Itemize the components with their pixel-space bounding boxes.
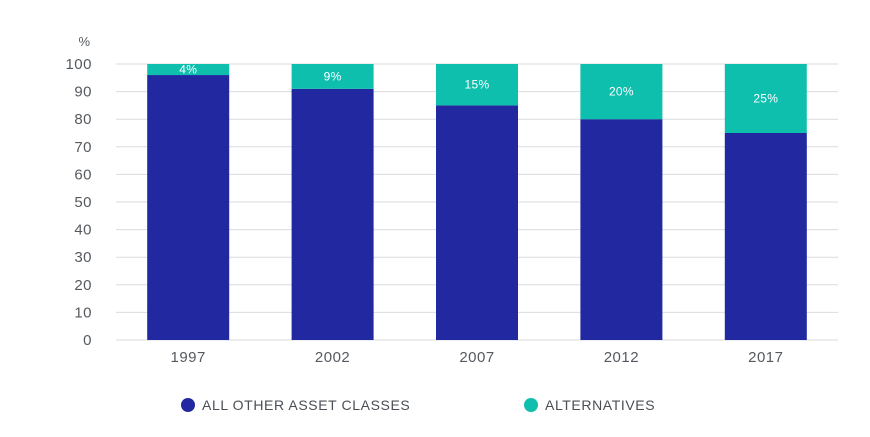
y-axis-ticks: 0 10 20 30 40 50 60 70 80 90 100 bbox=[65, 56, 92, 349]
y-tick-label: 90 bbox=[74, 84, 92, 101]
y-tick-label: 80 bbox=[74, 111, 92, 128]
bar-segment-alternatives bbox=[580, 64, 663, 120]
bar-segment-alternatives bbox=[436, 64, 518, 106]
x-tick-label: 2017 bbox=[748, 349, 783, 366]
legend-swatch bbox=[524, 398, 538, 412]
data-label: 4% bbox=[179, 63, 197, 77]
data-label: 15% bbox=[465, 78, 490, 92]
bar-segment-alternatives bbox=[724, 64, 807, 133]
y-tick-label: 30 bbox=[74, 249, 92, 266]
data-label: 20% bbox=[609, 85, 634, 99]
legend-item-alternatives: ALTERNATIVES bbox=[524, 397, 655, 413]
y-tick-label: 40 bbox=[74, 222, 92, 239]
bar-segment-other-asset-classes bbox=[147, 75, 230, 340]
y-tick-label: 0 bbox=[83, 332, 92, 349]
bar-segment-other-asset-classes bbox=[291, 88, 374, 340]
data-label: 9% bbox=[324, 69, 342, 83]
bar-segment-alternatives bbox=[147, 64, 230, 76]
bar-segment-other-asset-classes bbox=[724, 133, 807, 340]
data-label: 25% bbox=[753, 92, 778, 106]
y-axis-unit-label: % bbox=[78, 34, 90, 49]
y-tick-label: 10 bbox=[74, 304, 92, 321]
x-tick-label: 2002 bbox=[315, 349, 350, 366]
y-tick-label: 50 bbox=[74, 194, 92, 211]
bars: 4% 9% 15% 20% 25% bbox=[147, 63, 807, 341]
y-tick-label: 20 bbox=[74, 277, 92, 294]
bar-segment-other-asset-classes bbox=[436, 105, 518, 341]
x-tick-label: 2012 bbox=[604, 349, 639, 366]
x-axis-ticks: 1997 2002 2007 2012 2017 bbox=[171, 349, 783, 366]
x-tick-label: 1997 bbox=[171, 349, 206, 366]
y-tick-label: 70 bbox=[74, 139, 92, 156]
y-tick-label: 100 bbox=[65, 56, 92, 73]
y-tick-label: 60 bbox=[74, 166, 92, 183]
bar-segment-other-asset-classes bbox=[580, 119, 663, 340]
x-tick-label: 2007 bbox=[459, 349, 494, 366]
bar-segment-alternatives bbox=[291, 64, 374, 89]
legend: ALL OTHER ASSET CLASSES ALTERNATIVES bbox=[181, 397, 655, 413]
legend-label: ALL OTHER ASSET CLASSES bbox=[202, 397, 410, 413]
legend-swatch bbox=[181, 398, 195, 412]
legend-label: ALTERNATIVES bbox=[545, 397, 655, 413]
legend-item-other-asset-classes: ALL OTHER ASSET CLASSES bbox=[181, 397, 410, 413]
